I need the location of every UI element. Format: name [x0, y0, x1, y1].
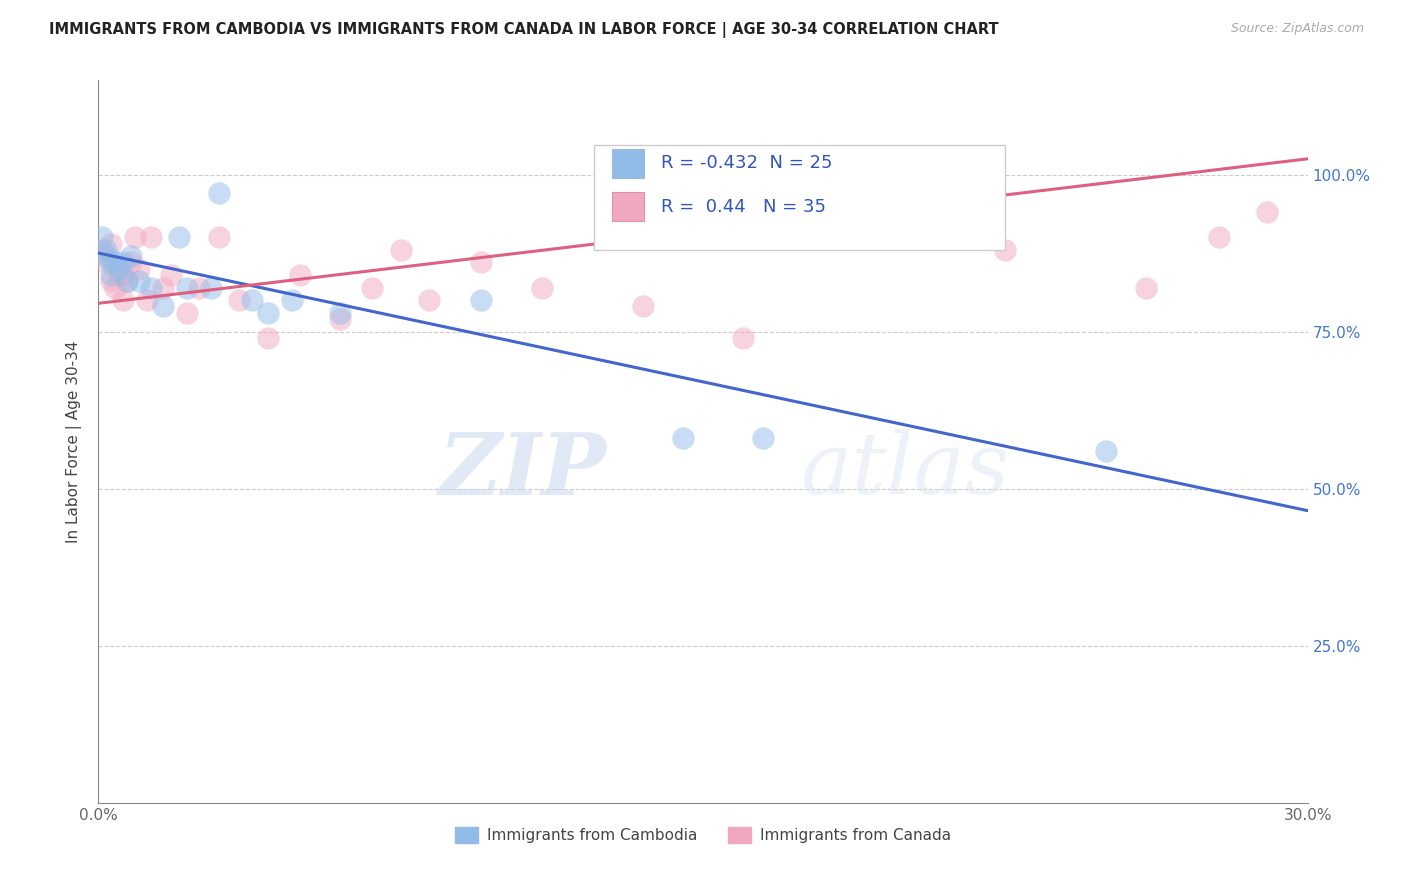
Point: [228, 293, 250, 308]
Text: Source: ZipAtlas.com: Source: ZipAtlas.com: [1230, 22, 1364, 36]
Point: [1256, 205, 1278, 219]
Text: R = -0.432  N = 25: R = -0.432 N = 25: [661, 154, 832, 172]
Point: [128, 274, 150, 288]
Point: [1135, 280, 1157, 294]
Point: [752, 431, 775, 445]
Point: [91, 230, 114, 244]
Legend: Immigrants from Cambodia, Immigrants from Canada: Immigrants from Cambodia, Immigrants fro…: [449, 822, 957, 849]
Point: [1095, 444, 1118, 458]
Point: [631, 300, 654, 314]
Point: [208, 186, 231, 201]
Point: [329, 312, 352, 326]
Point: [115, 274, 138, 288]
Point: [135, 293, 157, 308]
Point: [167, 230, 190, 244]
Point: [120, 249, 142, 263]
Point: [160, 268, 183, 282]
Text: IMMIGRANTS FROM CAMBODIA VS IMMIGRANTS FROM CANADA IN LABOR FORCE | AGE 30-34 CO: IMMIGRANTS FROM CAMBODIA VS IMMIGRANTS F…: [49, 22, 998, 38]
Point: [733, 331, 755, 345]
Point: [361, 280, 384, 294]
Text: ZIP: ZIP: [439, 429, 606, 512]
Point: [832, 230, 855, 244]
Y-axis label: In Labor Force | Age 30-34: In Labor Force | Age 30-34: [66, 340, 83, 543]
Point: [994, 243, 1017, 257]
Point: [176, 280, 198, 294]
Point: [111, 268, 134, 282]
Point: [256, 306, 278, 320]
Text: R =  0.44   N = 35: R = 0.44 N = 35: [661, 198, 825, 216]
Point: [91, 243, 114, 257]
Point: [329, 306, 352, 320]
Point: [281, 293, 304, 308]
Point: [152, 300, 174, 314]
Point: [389, 243, 412, 257]
Point: [103, 255, 125, 269]
Point: [124, 230, 146, 244]
Point: [107, 268, 129, 282]
Point: [120, 255, 142, 269]
Point: [103, 280, 125, 294]
Point: [139, 230, 162, 244]
Point: [418, 293, 440, 308]
FancyBboxPatch shape: [613, 149, 644, 178]
Point: [288, 268, 311, 282]
Point: [200, 280, 222, 294]
FancyBboxPatch shape: [595, 145, 1005, 250]
Point: [111, 255, 134, 269]
Point: [115, 274, 138, 288]
Point: [188, 280, 211, 294]
Point: [107, 261, 129, 276]
Point: [470, 293, 492, 308]
Point: [100, 255, 122, 269]
Point: [100, 236, 122, 251]
Point: [176, 306, 198, 320]
Point: [208, 230, 231, 244]
Point: [152, 280, 174, 294]
Point: [100, 274, 122, 288]
Point: [96, 255, 118, 269]
Point: [530, 280, 553, 294]
Text: atlas: atlas: [800, 429, 1010, 512]
Point: [470, 255, 492, 269]
Point: [256, 331, 278, 345]
Point: [128, 261, 150, 276]
Point: [96, 249, 118, 263]
FancyBboxPatch shape: [613, 193, 644, 221]
Point: [96, 243, 118, 257]
Point: [1208, 230, 1230, 244]
Point: [100, 268, 122, 282]
Point: [111, 293, 134, 308]
Point: [139, 280, 162, 294]
Point: [240, 293, 263, 308]
Point: [672, 431, 695, 445]
